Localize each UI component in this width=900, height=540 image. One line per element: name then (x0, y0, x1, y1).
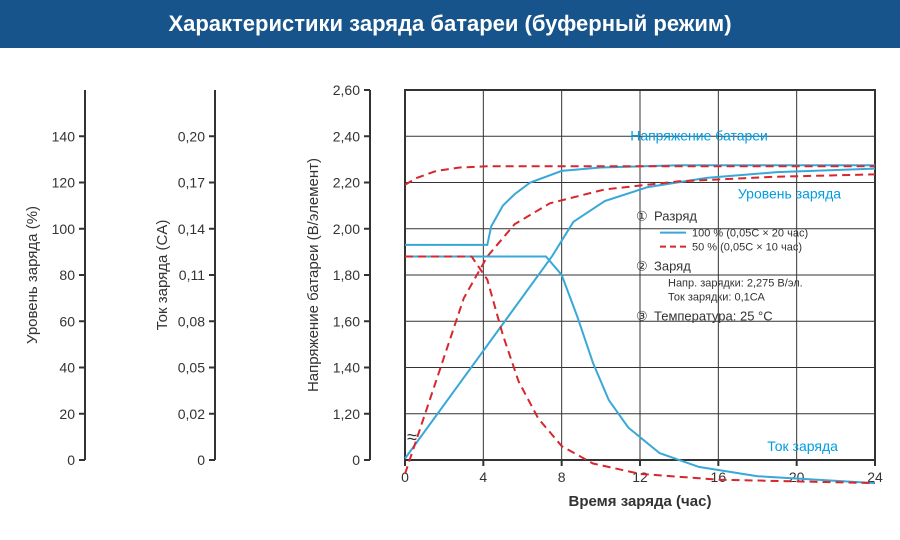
svg-text:12: 12 (632, 469, 648, 485)
svg-text:2,60: 2,60 (333, 82, 360, 98)
svg-text:Напр. зарядки: 2,275 В/эл.: Напр. зарядки: 2,275 В/эл. (668, 278, 803, 290)
svg-text:Уровень заряда: Уровень заряда (738, 185, 841, 201)
svg-text:50 % (0,05С × 10 час): 50 % (0,05С × 10 час) (692, 242, 802, 254)
svg-text:Разряд: Разряд (654, 209, 697, 224)
svg-text:Ток заряда (CA): Ток заряда (CA) (154, 220, 171, 331)
svg-text:40: 40 (59, 360, 75, 376)
svg-text:Время заряда (час): Время заряда (час) (569, 493, 712, 510)
chart-svg: 020406080100120140Уровень заряда (%)00,0… (0, 48, 900, 540)
svg-text:Ток заряда: Ток заряда (767, 438, 838, 454)
svg-text:2,40: 2,40 (333, 128, 360, 144)
svg-text:0: 0 (197, 452, 205, 468)
chart-title: Характеристики заряда батареи (буферный … (0, 0, 900, 48)
svg-text:0,20: 0,20 (178, 128, 205, 144)
svg-text:80: 80 (59, 267, 75, 283)
svg-text:②: ② (636, 259, 648, 274)
svg-text:Напряжение батареи: Напряжение батареи (630, 127, 768, 143)
svg-text:100 % (0,05С × 20 час): 100 % (0,05С × 20 час) (692, 228, 808, 240)
chart-area: 020406080100120140Уровень заряда (%)00,0… (0, 48, 900, 540)
svg-text:2,20: 2,20 (333, 175, 360, 191)
svg-text:0,02: 0,02 (178, 406, 205, 422)
svg-text:120: 120 (52, 175, 76, 191)
svg-text:Уровень заряда (%): Уровень заряда (%) (24, 206, 41, 344)
svg-text:140: 140 (52, 128, 76, 144)
svg-text:Температура: 25 °С: Температура: 25 °С (654, 309, 773, 324)
svg-text:1,40: 1,40 (333, 360, 360, 376)
svg-text:0,11: 0,11 (179, 267, 205, 283)
svg-text:Ток зарядки: 0,1СА: Ток зарядки: 0,1СА (668, 292, 765, 304)
svg-text:100: 100 (52, 221, 76, 237)
svg-text:1,20: 1,20 (333, 406, 360, 422)
svg-text:2,00: 2,00 (333, 221, 360, 237)
svg-text:4: 4 (479, 469, 487, 485)
svg-text:1,80: 1,80 (333, 267, 360, 283)
svg-text:①: ① (636, 209, 648, 224)
svg-text:Заряд: Заряд (654, 259, 691, 274)
svg-text:20: 20 (59, 406, 75, 422)
svg-text:0,14: 0,14 (178, 221, 205, 237)
svg-text:0: 0 (352, 452, 360, 468)
svg-text:20: 20 (789, 469, 805, 485)
svg-text:8: 8 (558, 469, 566, 485)
svg-text:③: ③ (636, 309, 648, 324)
svg-text:Напряжение батареи (В/элемент): Напряжение батареи (В/элемент) (305, 158, 322, 392)
svg-text:60: 60 (59, 313, 75, 329)
svg-text:1,60: 1,60 (333, 313, 360, 329)
svg-text:0,17: 0,17 (178, 175, 205, 191)
svg-text:0,08: 0,08 (178, 313, 205, 329)
svg-text:0,05: 0,05 (178, 360, 205, 376)
svg-text:0: 0 (67, 452, 75, 468)
